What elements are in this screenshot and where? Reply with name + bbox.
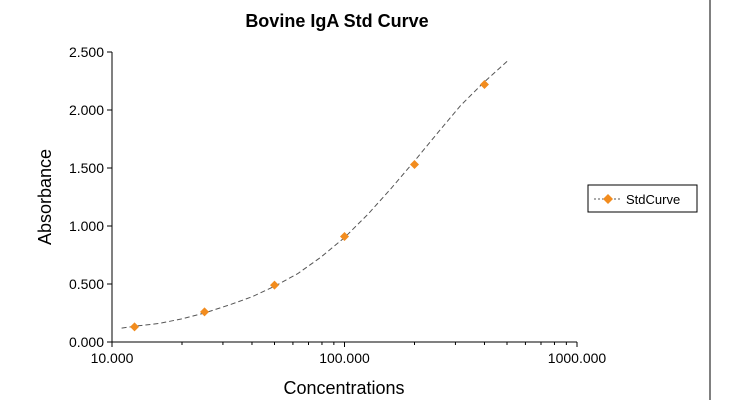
- chart-title: Bovine IgA Std Curve: [245, 11, 428, 31]
- y-tick-label: 2.500: [69, 44, 104, 60]
- data-point: [200, 307, 210, 317]
- y-tick-label: 1.000: [69, 218, 104, 234]
- trendline: [121, 60, 508, 329]
- y-tick-label: 0.000: [69, 334, 104, 350]
- legend-label: StdCurve: [626, 192, 680, 207]
- x-ticks: 10.000 100.000 1000.000: [91, 342, 607, 366]
- axes: [111, 52, 577, 343]
- x-tick-label: 10.000: [91, 350, 134, 366]
- legend-marker: [603, 194, 613, 204]
- x-tick-label: 1000.000: [548, 350, 607, 366]
- data-point: [479, 79, 489, 89]
- x-tick-label: 100.000: [319, 350, 370, 366]
- y-tick-label: 0.500: [69, 276, 104, 292]
- y-tick-label: 1.500: [69, 160, 104, 176]
- y-ticks: 0.000 0.500 1.000 1.500 2.000 2.500: [69, 44, 112, 350]
- data-point: [340, 231, 349, 241]
- x-axis-label: Concentrations: [283, 378, 404, 398]
- data-point: [130, 322, 140, 332]
- data-point: [409, 160, 419, 170]
- legend: StdCurve: [587, 184, 698, 213]
- y-axis-label: Absorbance: [35, 149, 55, 245]
- points-group: [130, 79, 489, 332]
- trendline-group: [121, 60, 508, 329]
- data-point: [270, 280, 280, 290]
- y-tick-label: 2.000: [69, 102, 104, 118]
